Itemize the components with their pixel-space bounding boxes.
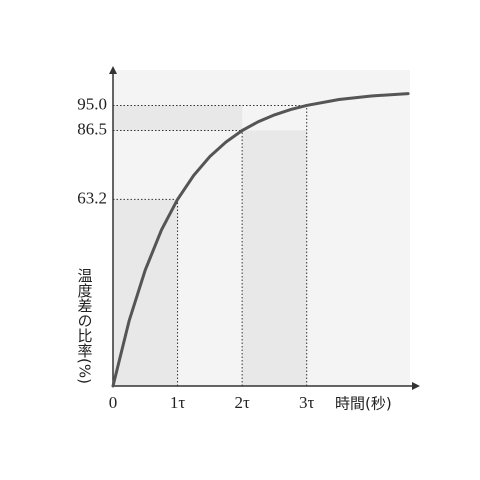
arrow <box>412 382 420 390</box>
arrow <box>109 66 117 74</box>
x-tick-label: 2τ <box>234 393 250 412</box>
line <box>111 92 410 388</box>
x-tick-label: 0 <box>109 393 118 412</box>
x-tick-label: 1τ <box>170 393 186 412</box>
y-tick-label: 63.2 <box>77 188 107 207</box>
shade <box>242 130 307 386</box>
y-axis-label: 温度差の比率(%) <box>76 268 94 384</box>
y-tick-label: 86.5 <box>77 119 107 138</box>
shade <box>113 199 178 386</box>
x-tick-label: 3τ <box>299 393 315 412</box>
x-axis-label: 時間(秒) <box>335 395 392 413</box>
y-tick-label: 95.0 <box>77 94 107 113</box>
shade <box>113 105 243 131</box>
